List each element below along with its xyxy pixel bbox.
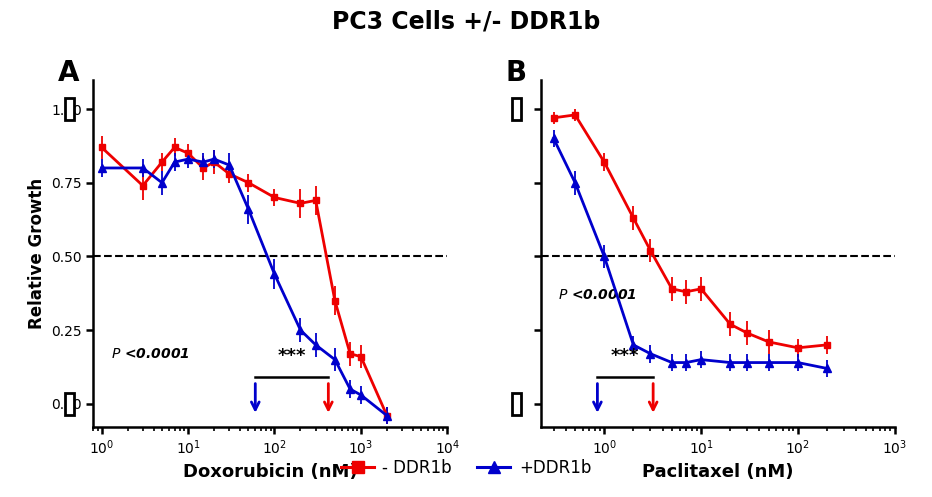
Text: $\mathit{P}$ <0.0001: $\mathit{P}$ <0.0001 <box>558 288 637 302</box>
Text: ***: *** <box>278 347 306 365</box>
Text: ***: *** <box>611 347 639 365</box>
X-axis label: Paclitaxel (nM): Paclitaxel (nM) <box>642 463 793 481</box>
FancyBboxPatch shape <box>513 98 521 120</box>
Text: B: B <box>505 59 527 86</box>
FancyBboxPatch shape <box>513 393 521 415</box>
Text: PC3 Cells +/- DDR1b: PC3 Cells +/- DDR1b <box>332 10 600 34</box>
X-axis label: Doxorubicin (nM): Doxorubicin (nM) <box>183 463 358 481</box>
Y-axis label: Relative Growth: Relative Growth <box>28 178 46 329</box>
FancyBboxPatch shape <box>65 98 74 120</box>
Text: $\mathit{P}$ <0.0001: $\mathit{P}$ <0.0001 <box>111 347 189 361</box>
Text: A: A <box>58 59 79 86</box>
Legend: - DDR1b, +DDR1b: - DDR1b, +DDR1b <box>335 452 597 484</box>
FancyBboxPatch shape <box>65 393 74 415</box>
